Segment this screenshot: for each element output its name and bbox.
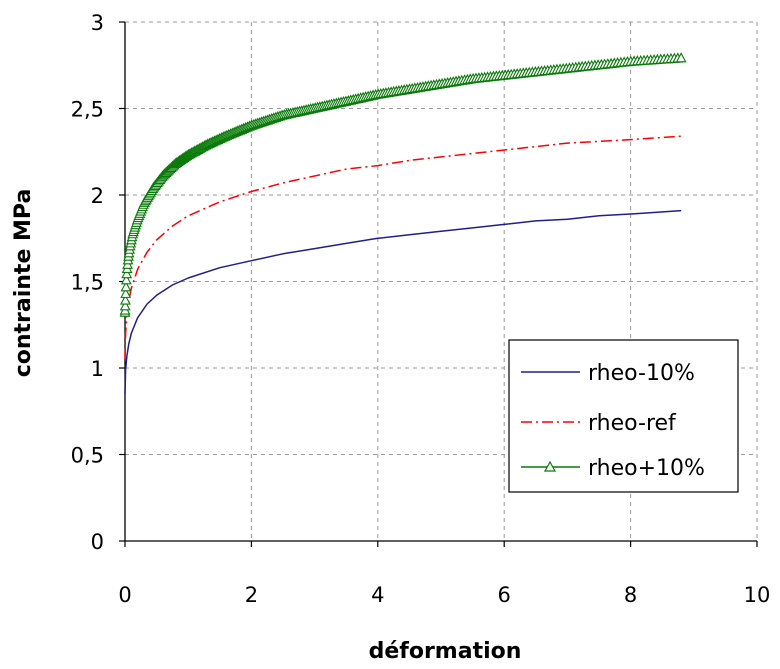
- legend-label-rheo-ref: rheo-ref: [588, 411, 677, 436]
- series-marker-2: [120, 281, 132, 292]
- series-line-0: [124, 209, 682, 395]
- series-marker-2: [675, 52, 687, 63]
- legend-label-rheo-minus: rheo-10%: [588, 361, 695, 386]
- grid: [125, 21, 758, 541]
- y-tick-label: 1: [91, 357, 104, 381]
- tick-labels: 0 2 4 6 8 10 0 0,5 1 1,5 2 2,5 3: [71, 11, 771, 607]
- y-tick-label: 2,5: [71, 98, 104, 122]
- series-marker-2: [119, 300, 131, 311]
- y-tick-label: 2: [91, 184, 104, 208]
- series-marker-2: [120, 274, 132, 285]
- y-tick-label: 0,5: [71, 444, 104, 468]
- y-tick-label: 1,5: [71, 271, 104, 295]
- x-tick-label: 2: [245, 583, 258, 607]
- series-marker-2: [121, 267, 133, 279]
- series-line-1: [124, 135, 682, 360]
- x-tick-label: 4: [371, 583, 384, 607]
- plot-area: [119, 52, 687, 395]
- x-tick-label: 0: [118, 583, 131, 607]
- legend-marker-triangle: [543, 460, 557, 472]
- legend: rheo-10% rheo-ref rheo+10%: [508, 339, 739, 493]
- legend-label-rheo-plus: rheo+10%: [588, 456, 705, 481]
- y-tick-label: 3: [91, 11, 104, 35]
- y-tick-label: 0: [91, 530, 104, 554]
- series-marker-2: [120, 287, 132, 298]
- x-tick-label: 8: [624, 583, 637, 607]
- series-marker-2: [120, 294, 131, 305]
- series-line-2: [124, 57, 682, 313]
- x-tick-label: 6: [498, 583, 511, 607]
- x-tick-label: 10: [744, 583, 771, 607]
- x-axis-title: déformation: [369, 639, 522, 664]
- y-axis-title: contrainte MPa: [11, 189, 36, 378]
